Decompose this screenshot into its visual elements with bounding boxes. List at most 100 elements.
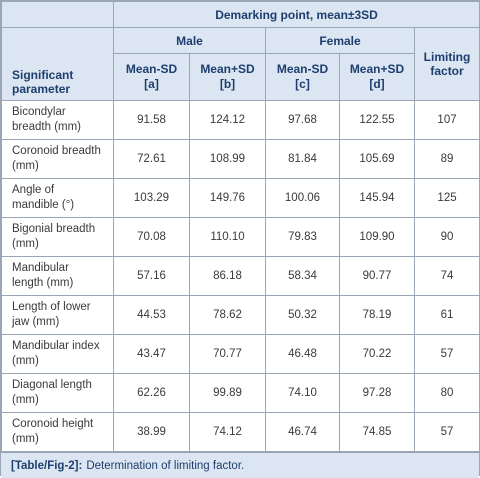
parameter-cell: Coronoid height (mm) xyxy=(1,412,114,452)
parameter-cell: Mandibular length (mm) xyxy=(1,256,114,296)
limiting-factor-cell: 57 xyxy=(413,334,480,374)
male-mean-minus-sd-cell: 103.29 xyxy=(113,178,190,218)
limiting-factor-header: Limiting factor xyxy=(413,27,480,101)
limiting-header-line2: factor xyxy=(430,64,464,78)
female-mean-plus-sd-cell: 122.55 xyxy=(339,100,415,140)
female-mean-minus-sd-cell: 97.68 xyxy=(265,100,340,140)
parameter-line1: Angle of xyxy=(12,184,55,196)
parameter-line1: Mandibular index xyxy=(12,340,100,352)
header-line2: [a] xyxy=(144,77,159,91)
female-group-header: Female xyxy=(265,27,415,54)
male-mean-plus-sd-cell: 149.76 xyxy=(189,178,266,218)
parameter-line1: Diagonal length xyxy=(12,379,92,391)
table-row: Bigonial breadth (mm) 70.08 110.10 79.83 … xyxy=(1,217,480,257)
limiting-factor-cell: 57 xyxy=(413,412,480,452)
limiting-factor-cell: 80 xyxy=(413,373,480,413)
header-line1: Mean-SD xyxy=(125,62,178,76)
table-row: Coronoid breadth (mm) 72.61 108.99 81.84 … xyxy=(1,139,480,179)
parameter-cell: Angle of mandible (°) xyxy=(1,178,114,218)
header-line2: [c] xyxy=(295,77,310,91)
table-row: Mandibular index (mm) 43.47 70.77 46.48 7… xyxy=(1,334,480,374)
table-row: Length of lower jaw (mm) 44.53 78.62 50.3… xyxy=(1,295,480,335)
male-mean-plus-sd-cell: 110.10 xyxy=(189,217,266,257)
female-mean-plus-sd-cell: 97.28 xyxy=(339,373,415,413)
male-mean-plus-sd-cell: 99.89 xyxy=(189,373,266,413)
parameter-header: Significant parameter xyxy=(1,27,114,101)
table-row: Diagonal length (mm) 62.26 99.89 74.10 97… xyxy=(1,373,480,413)
parameter-line1: Mandibular xyxy=(12,262,69,274)
male-mean-plus-sd-cell: 70.77 xyxy=(189,334,266,374)
female-mean-plus-sd-cell: 74.85 xyxy=(339,412,415,452)
parameter-line2: (mm) xyxy=(12,433,39,445)
male-mean-minus-sd-cell: 43.47 xyxy=(113,334,190,374)
female-mean-plus-sd-cell: 105.69 xyxy=(339,139,415,179)
female-mean-minus-sd-cell: 100.06 xyxy=(265,178,340,218)
male-mean-plus-sd-header: Mean+SD [b] xyxy=(189,53,266,101)
header-line1: Mean+SD xyxy=(349,62,405,76)
male-mean-minus-sd-cell: 72.61 xyxy=(113,139,190,179)
parameter-cell: Diagonal length (mm) xyxy=(1,373,114,413)
limiting-factor-table: Demarking point, mean±3SD Significant pa… xyxy=(1,1,480,452)
parameter-header-line2: parameter xyxy=(12,82,71,96)
limiting-factor-cell: 74 xyxy=(413,256,480,296)
caption-label: [Table/Fig-2]: xyxy=(11,459,83,472)
female-mean-plus-sd-cell: 109.90 xyxy=(339,217,415,257)
male-mean-plus-sd-cell: 74.12 xyxy=(189,412,266,452)
male-mean-plus-sd-cell: 124.12 xyxy=(189,100,266,140)
male-mean-minus-sd-cell: 44.53 xyxy=(113,295,190,335)
parameter-header-line1: Significant xyxy=(12,68,74,82)
header-line1: Mean-SD xyxy=(276,62,329,76)
male-mean-minus-sd-cell: 57.16 xyxy=(113,256,190,296)
male-mean-minus-sd-cell: 70.08 xyxy=(113,217,190,257)
female-mean-minus-sd-cell: 46.74 xyxy=(265,412,340,452)
parameter-line1: Coronoid height xyxy=(12,418,94,430)
limiting-factor-cell: 90 xyxy=(413,217,480,257)
parameter-line2: mandible (°) xyxy=(12,199,75,211)
male-group-header: Male xyxy=(113,27,266,54)
female-mean-plus-sd-cell: 78.19 xyxy=(339,295,415,335)
table-caption: [Table/Fig-2]: Determination of limiting… xyxy=(1,452,479,478)
male-mean-plus-sd-cell: 86.18 xyxy=(189,256,266,296)
parameter-line2: (mm) xyxy=(12,238,39,250)
female-mean-minus-sd-cell: 58.34 xyxy=(265,256,340,296)
table-row: Angle of mandible (°) 103.29 149.76 100.0… xyxy=(1,178,480,218)
female-mean-plus-sd-header: Mean+SD [d] xyxy=(339,53,415,101)
caption-text: Determination of limiting factor. xyxy=(86,459,245,472)
header-line2: [b] xyxy=(219,77,236,91)
female-mean-minus-sd-cell: 79.83 xyxy=(265,217,340,257)
female-mean-plus-sd-cell: 70.22 xyxy=(339,334,415,374)
female-mean-minus-sd-cell: 81.84 xyxy=(265,139,340,179)
parameter-line2: (mm) xyxy=(12,355,39,367)
header-line2: [d] xyxy=(369,77,385,91)
parameter-line1: Coronoid breadth xyxy=(12,145,101,157)
parameter-line2: jaw (mm) xyxy=(12,316,60,328)
parameter-cell: Mandibular index (mm) xyxy=(1,334,114,374)
limiting-factor-cell: 125 xyxy=(413,178,480,218)
table-row: Bicondylar breadth (mm) 91.58 124.12 97.6… xyxy=(1,100,480,140)
table-title: Demarking point, mean±3SD xyxy=(112,1,480,28)
female-mean-minus-sd-cell: 50.32 xyxy=(265,295,340,335)
male-mean-minus-sd-cell: 38.99 xyxy=(113,412,190,452)
male-mean-minus-sd-cell: 62.26 xyxy=(113,373,190,413)
header-line1: Mean+SD xyxy=(200,62,255,76)
parameter-line2: length (mm) xyxy=(12,277,74,289)
male-mean-minus-sd-header: Mean-SD [a] xyxy=(113,53,190,101)
limiting-header-line1: Limiting xyxy=(423,50,471,64)
parameter-cell: Bigonial breadth (mm) xyxy=(1,217,114,257)
parameter-cell: Coronoid breadth (mm) xyxy=(1,139,114,179)
female-mean-plus-sd-cell: 145.94 xyxy=(339,178,415,218)
parameter-line1: Length of lower xyxy=(12,301,91,313)
female-mean-minus-sd-header: Mean-SD [c] xyxy=(265,53,340,101)
table-row: Coronoid height (mm) 38.99 74.12 46.74 74… xyxy=(1,412,480,452)
limiting-factor-cell: 89 xyxy=(413,139,480,179)
parameter-line2: breadth (mm) xyxy=(12,121,82,133)
parameter-line2: (mm) xyxy=(12,160,39,172)
parameter-cell: Bicondylar breadth (mm) xyxy=(1,100,114,140)
parameter-line2: (mm) xyxy=(12,394,39,406)
limiting-factor-cell: 107 xyxy=(413,100,480,140)
table-row: Mandibular length (mm) 57.16 86.18 58.34 … xyxy=(1,256,480,296)
parameter-line1: Bigonial breadth xyxy=(12,223,96,235)
table-title-spacer xyxy=(1,1,114,28)
female-mean-plus-sd-cell: 90.77 xyxy=(339,256,415,296)
